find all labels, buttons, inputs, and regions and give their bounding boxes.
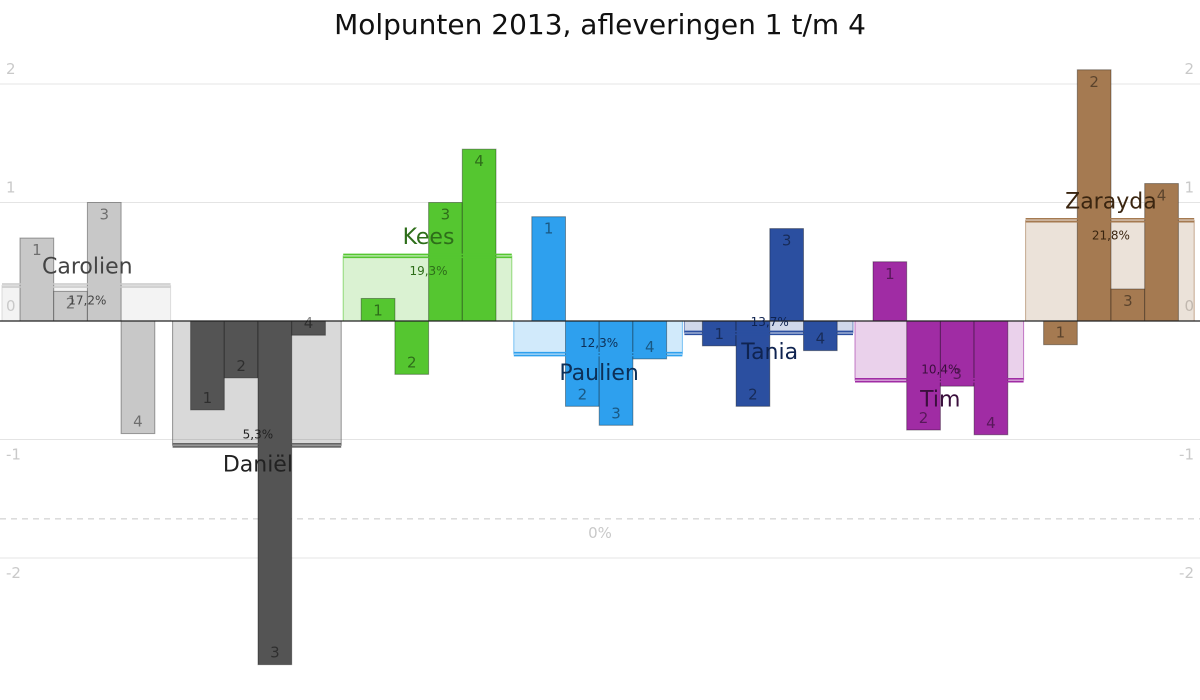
bar-5-3	[939, 320, 975, 387]
bar-1-3	[257, 320, 293, 666]
bar-4-3	[769, 228, 804, 322]
bar-number-1-3: 3	[270, 644, 280, 662]
bar-3-2	[565, 320, 600, 407]
ytick-left-1: 1	[6, 179, 16, 197]
bar-0-1	[19, 237, 55, 322]
bar-2-4	[461, 148, 497, 322]
bar-number-0-1: 1	[32, 241, 42, 259]
bar-number-4-4: 4	[816, 330, 826, 348]
bar-number-4-2: 2	[748, 385, 758, 403]
player-percent-5: 10,4%	[921, 362, 959, 376]
bar-number-5-4: 4	[986, 414, 996, 432]
bar-number-3-4: 4	[645, 338, 655, 356]
bar-4-2	[735, 320, 771, 407]
player-percent-4: 13,7%	[751, 315, 789, 329]
ytick-right-2: 2	[1184, 60, 1194, 78]
player-percent-0: 17,2%	[68, 293, 106, 307]
reference-line-label: 0%	[588, 524, 612, 542]
player-percent-3: 12,3%	[580, 336, 618, 350]
bar-5-4	[973, 320, 1009, 436]
player-name-2: Kees	[403, 225, 455, 250]
bar-1-2	[223, 320, 259, 379]
bar-3-3	[598, 320, 634, 426]
player-name-3: Paulien	[559, 361, 638, 386]
bar-2-2	[394, 320, 430, 375]
bar-number-4-3: 3	[782, 232, 792, 250]
bar-number-5-2: 2	[919, 409, 929, 427]
ytick-right-0: 0	[1184, 297, 1194, 315]
ytick-right--2: -2	[1179, 564, 1194, 582]
player-name-0: Carolien	[42, 254, 133, 279]
player-percent-2: 19,3%	[409, 264, 447, 278]
ytick-left--2: -2	[6, 564, 21, 582]
bar-number-2-1: 1	[373, 301, 383, 319]
player-name-1: Daniël	[223, 452, 293, 477]
bar-0-3	[86, 202, 122, 322]
bar-number-0-2: 2	[66, 294, 76, 312]
chart-title: Molpunten 2013, afleveringen 1 t/m 4	[334, 8, 866, 41]
bar-number-1-1: 1	[203, 389, 213, 407]
bar-number-3-1: 1	[544, 220, 554, 238]
bar-6-4	[1144, 183, 1179, 322]
bar-number-3-2: 2	[578, 385, 588, 403]
bar-number-6-3: 3	[1123, 292, 1133, 310]
player-percent-1: 5,3%	[243, 427, 274, 441]
bar-number-2-2: 2	[407, 353, 417, 371]
ytick-left--1: -1	[6, 446, 21, 464]
bar-number-2-3: 3	[441, 206, 451, 224]
bar-number-6-1: 1	[1056, 324, 1066, 342]
player-name-5: Tim	[919, 387, 960, 412]
bar-number-3-3: 3	[611, 404, 621, 422]
bar-number-6-4: 4	[1157, 187, 1167, 205]
bar-0-4	[120, 320, 156, 435]
ytick-left-2: 2	[6, 60, 16, 78]
player-name-6: Zarayda	[1065, 189, 1157, 214]
bar-number-1-4: 4	[304, 314, 314, 332]
bar-number-4-1: 1	[714, 325, 724, 343]
bar-number-2-4: 4	[474, 152, 484, 170]
bar-number-0-4: 4	[133, 413, 143, 431]
bar-0-2	[53, 290, 88, 322]
bar-number-5-3: 3	[952, 365, 962, 383]
bar-2-3	[428, 202, 463, 322]
ytick-right-1: 1	[1184, 179, 1194, 197]
ytick-left-0: 0	[6, 297, 16, 315]
bar-number-0-3: 3	[99, 206, 109, 224]
bar-number-5-1: 1	[885, 265, 895, 283]
bar-number-1-2: 2	[236, 357, 246, 375]
ytick-right--1: -1	[1179, 446, 1194, 464]
bar-number-6-2: 2	[1089, 73, 1099, 91]
player-name-4: Tania	[740, 340, 798, 365]
player-percent-6: 21,8%	[1092, 228, 1130, 242]
